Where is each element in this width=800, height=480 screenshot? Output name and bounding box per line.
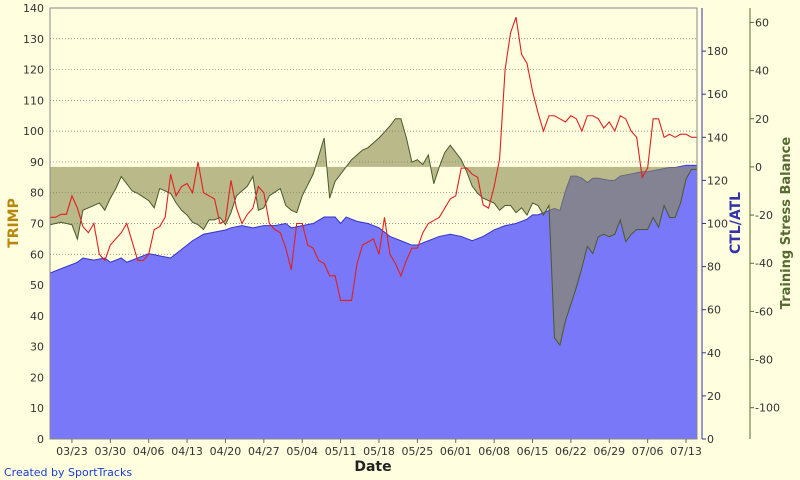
right1-tick-label: 80 <box>707 261 721 274</box>
right1-tick-label: 0 <box>707 433 714 446</box>
x-axis-title: Date <box>354 459 391 475</box>
right1-tick-label: 40 <box>707 347 721 360</box>
x-tick-label: 04/20 <box>210 445 242 458</box>
x-tick-label: 07/13 <box>670 445 702 458</box>
right1-tick-label: 60 <box>707 304 721 317</box>
x-tick-label: 05/18 <box>363 445 395 458</box>
right1-tick-label: 180 <box>707 45 728 58</box>
left-tick-label: 40 <box>30 310 44 323</box>
axes: 03/23 03/30 04/06 04/13 04/20 04/27 05/04 05/11… <box>23 2 780 458</box>
left-tick-label: 30 <box>30 341 44 354</box>
left-tick-label: 80 <box>30 187 44 200</box>
right2-tick-label: -20 <box>755 209 773 222</box>
left-tick-label: 10 <box>30 402 44 415</box>
right2-tick-label: -80 <box>755 354 773 367</box>
left-tick-label: 110 <box>23 94 44 107</box>
right2-tick-label: -100 <box>755 402 780 415</box>
x-tick-label: 06/08 <box>478 445 510 458</box>
left-tick-label: 0 <box>37 433 44 446</box>
right2-tick-label: -40 <box>755 257 773 270</box>
x-tick-label: 04/06 <box>133 445 165 458</box>
right1-tick-label: 160 <box>707 88 728 101</box>
plot-border <box>49 7 698 440</box>
x-tick-label: 07/06 <box>632 445 664 458</box>
right2-tick-label: -60 <box>755 305 773 318</box>
series-outline-1 <box>49 118 697 347</box>
series-layer <box>49 17 697 439</box>
x-tick-label: 06/01 <box>440 445 472 458</box>
series-line-2 <box>50 17 697 302</box>
left-tick-label: 50 <box>30 279 44 292</box>
left-tick-label: 60 <box>30 248 44 261</box>
left-tick-label: 90 <box>30 156 44 169</box>
x-tick-label: 05/04 <box>286 445 318 458</box>
x-tick-label: 03/23 <box>56 445 88 458</box>
right1-tick-label: 120 <box>707 174 728 187</box>
right1-axis-title: CTL/ATL <box>728 192 744 254</box>
x-tick-label: 06/15 <box>517 445 549 458</box>
series-area-0 <box>50 165 697 439</box>
x-tick-label: 04/27 <box>248 445 280 458</box>
left-tick-label: 20 <box>30 371 44 384</box>
series-area-1 <box>50 118 697 346</box>
x-tick-label: 04/13 <box>171 445 203 458</box>
credit-link[interactable]: Created by SportTracks <box>4 466 132 479</box>
left-tick-label: 140 <box>23 2 44 15</box>
left-tick-label: 100 <box>23 125 44 138</box>
left-axis-title: TRIMP <box>6 198 22 248</box>
x-tick-label: 06/29 <box>593 445 625 458</box>
left-tick-label: 120 <box>23 64 44 77</box>
x-tick-label: 03/30 <box>94 445 126 458</box>
right1-tick-label: 100 <box>707 218 728 231</box>
left-tick-label: 70 <box>30 218 44 231</box>
right2-tick-label: 60 <box>755 16 769 29</box>
right2-axis-title: Training Stress Balance <box>779 137 794 310</box>
x-tick-label: 05/25 <box>402 445 434 458</box>
right1-tick-label: 20 <box>707 390 721 403</box>
right1-tick-label: 140 <box>707 131 728 144</box>
x-tick-label: 05/11 <box>325 445 357 458</box>
right2-tick-label: 0 <box>755 161 762 174</box>
right2-tick-label: 40 <box>755 65 769 78</box>
right2-tick-label: 20 <box>755 113 769 126</box>
x-tick-label: 06/22 <box>555 445 587 458</box>
left-tick-label: 130 <box>23 33 44 46</box>
